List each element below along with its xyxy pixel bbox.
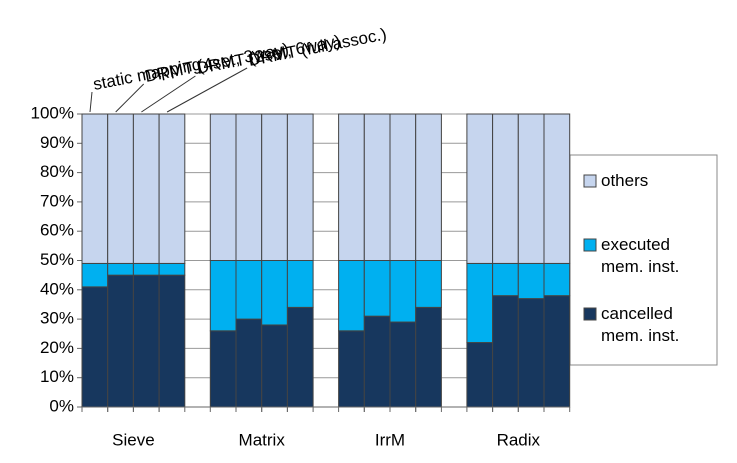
bar-segment [235, 260, 263, 320]
bar-segment [261, 260, 288, 326]
bar-segment [492, 295, 519, 408]
bar-segment [389, 260, 417, 323]
bar-segment [338, 330, 365, 408]
y-tick-label: 90% [40, 133, 74, 152]
y-tick-label: 70% [40, 191, 74, 210]
bar-segment [158, 274, 186, 408]
bar-segment [389, 321, 417, 408]
bar-segment [389, 113, 417, 261]
bar-segment [209, 113, 237, 261]
bar-segment [209, 330, 237, 408]
bar-segment [132, 113, 160, 264]
bar-segment [286, 113, 314, 261]
bar-segment [235, 318, 263, 408]
legend-swatch [583, 238, 597, 252]
bar-segment [261, 113, 288, 261]
x-tick-label: IrrM [375, 430, 405, 449]
legend-swatch [583, 174, 597, 188]
bar-segment [517, 262, 545, 300]
config-annotation: DRMT (full assoc.) [247, 25, 388, 70]
bar-segment [517, 298, 545, 408]
bar-segment [466, 262, 494, 344]
bar-segment [517, 113, 545, 264]
leader-line [166, 67, 248, 113]
y-tick-label: 30% [40, 309, 74, 328]
leader-line [89, 91, 93, 113]
bar-segment [107, 274, 134, 408]
bar-segment [466, 342, 494, 408]
bar-segment [132, 262, 160, 276]
bar-segment [415, 260, 442, 308]
y-tick-label: 100% [31, 103, 74, 122]
legend-box [569, 154, 718, 366]
y-tick-label: 80% [40, 162, 74, 181]
bar-segment [158, 262, 186, 276]
bar-segment [466, 113, 494, 264]
bar-segment [286, 260, 314, 308]
bar-segment [415, 306, 442, 408]
bar-segment [81, 286, 109, 408]
legend-label: executed mem. inst. [601, 235, 680, 276]
y-tick-label: 40% [40, 279, 74, 298]
bar-segment [81, 113, 109, 264]
bar-segment [543, 295, 571, 408]
leader-line [115, 83, 145, 113]
y-tick-label: 50% [40, 250, 74, 269]
bar-segment [107, 262, 134, 276]
bar-segment [543, 262, 571, 297]
bar-segment [338, 113, 365, 261]
bar-segment [235, 113, 263, 261]
y-tick-label: 20% [40, 338, 74, 357]
bar-segment [107, 113, 134, 264]
bar-segment [415, 113, 442, 261]
bar-segment [209, 260, 237, 332]
x-tick-label: Radix [497, 430, 541, 449]
bar-segment [363, 315, 391, 408]
legend-label: cancelled mem. inst. [601, 304, 680, 345]
bar-segment [158, 113, 186, 264]
bar-segment [81, 262, 109, 288]
bar-segment [543, 113, 571, 264]
y-tick-label: 60% [40, 221, 74, 240]
bar-segment [338, 260, 365, 332]
x-tick-label: Matrix [239, 430, 286, 449]
leader-line [141, 75, 196, 113]
legend-label: others [601, 171, 649, 190]
legend-swatch [583, 307, 597, 321]
bar-segment [492, 113, 519, 264]
y-tick-label: 0% [49, 396, 74, 415]
bar-segment [261, 324, 288, 408]
bar-segment [363, 113, 391, 261]
bar-segment [132, 274, 160, 408]
y-tick-label: 10% [40, 367, 74, 386]
x-tick-label: Sieve [112, 430, 155, 449]
bar-segment [492, 262, 519, 297]
bar-segment [286, 306, 314, 408]
bar-segment [363, 260, 391, 317]
